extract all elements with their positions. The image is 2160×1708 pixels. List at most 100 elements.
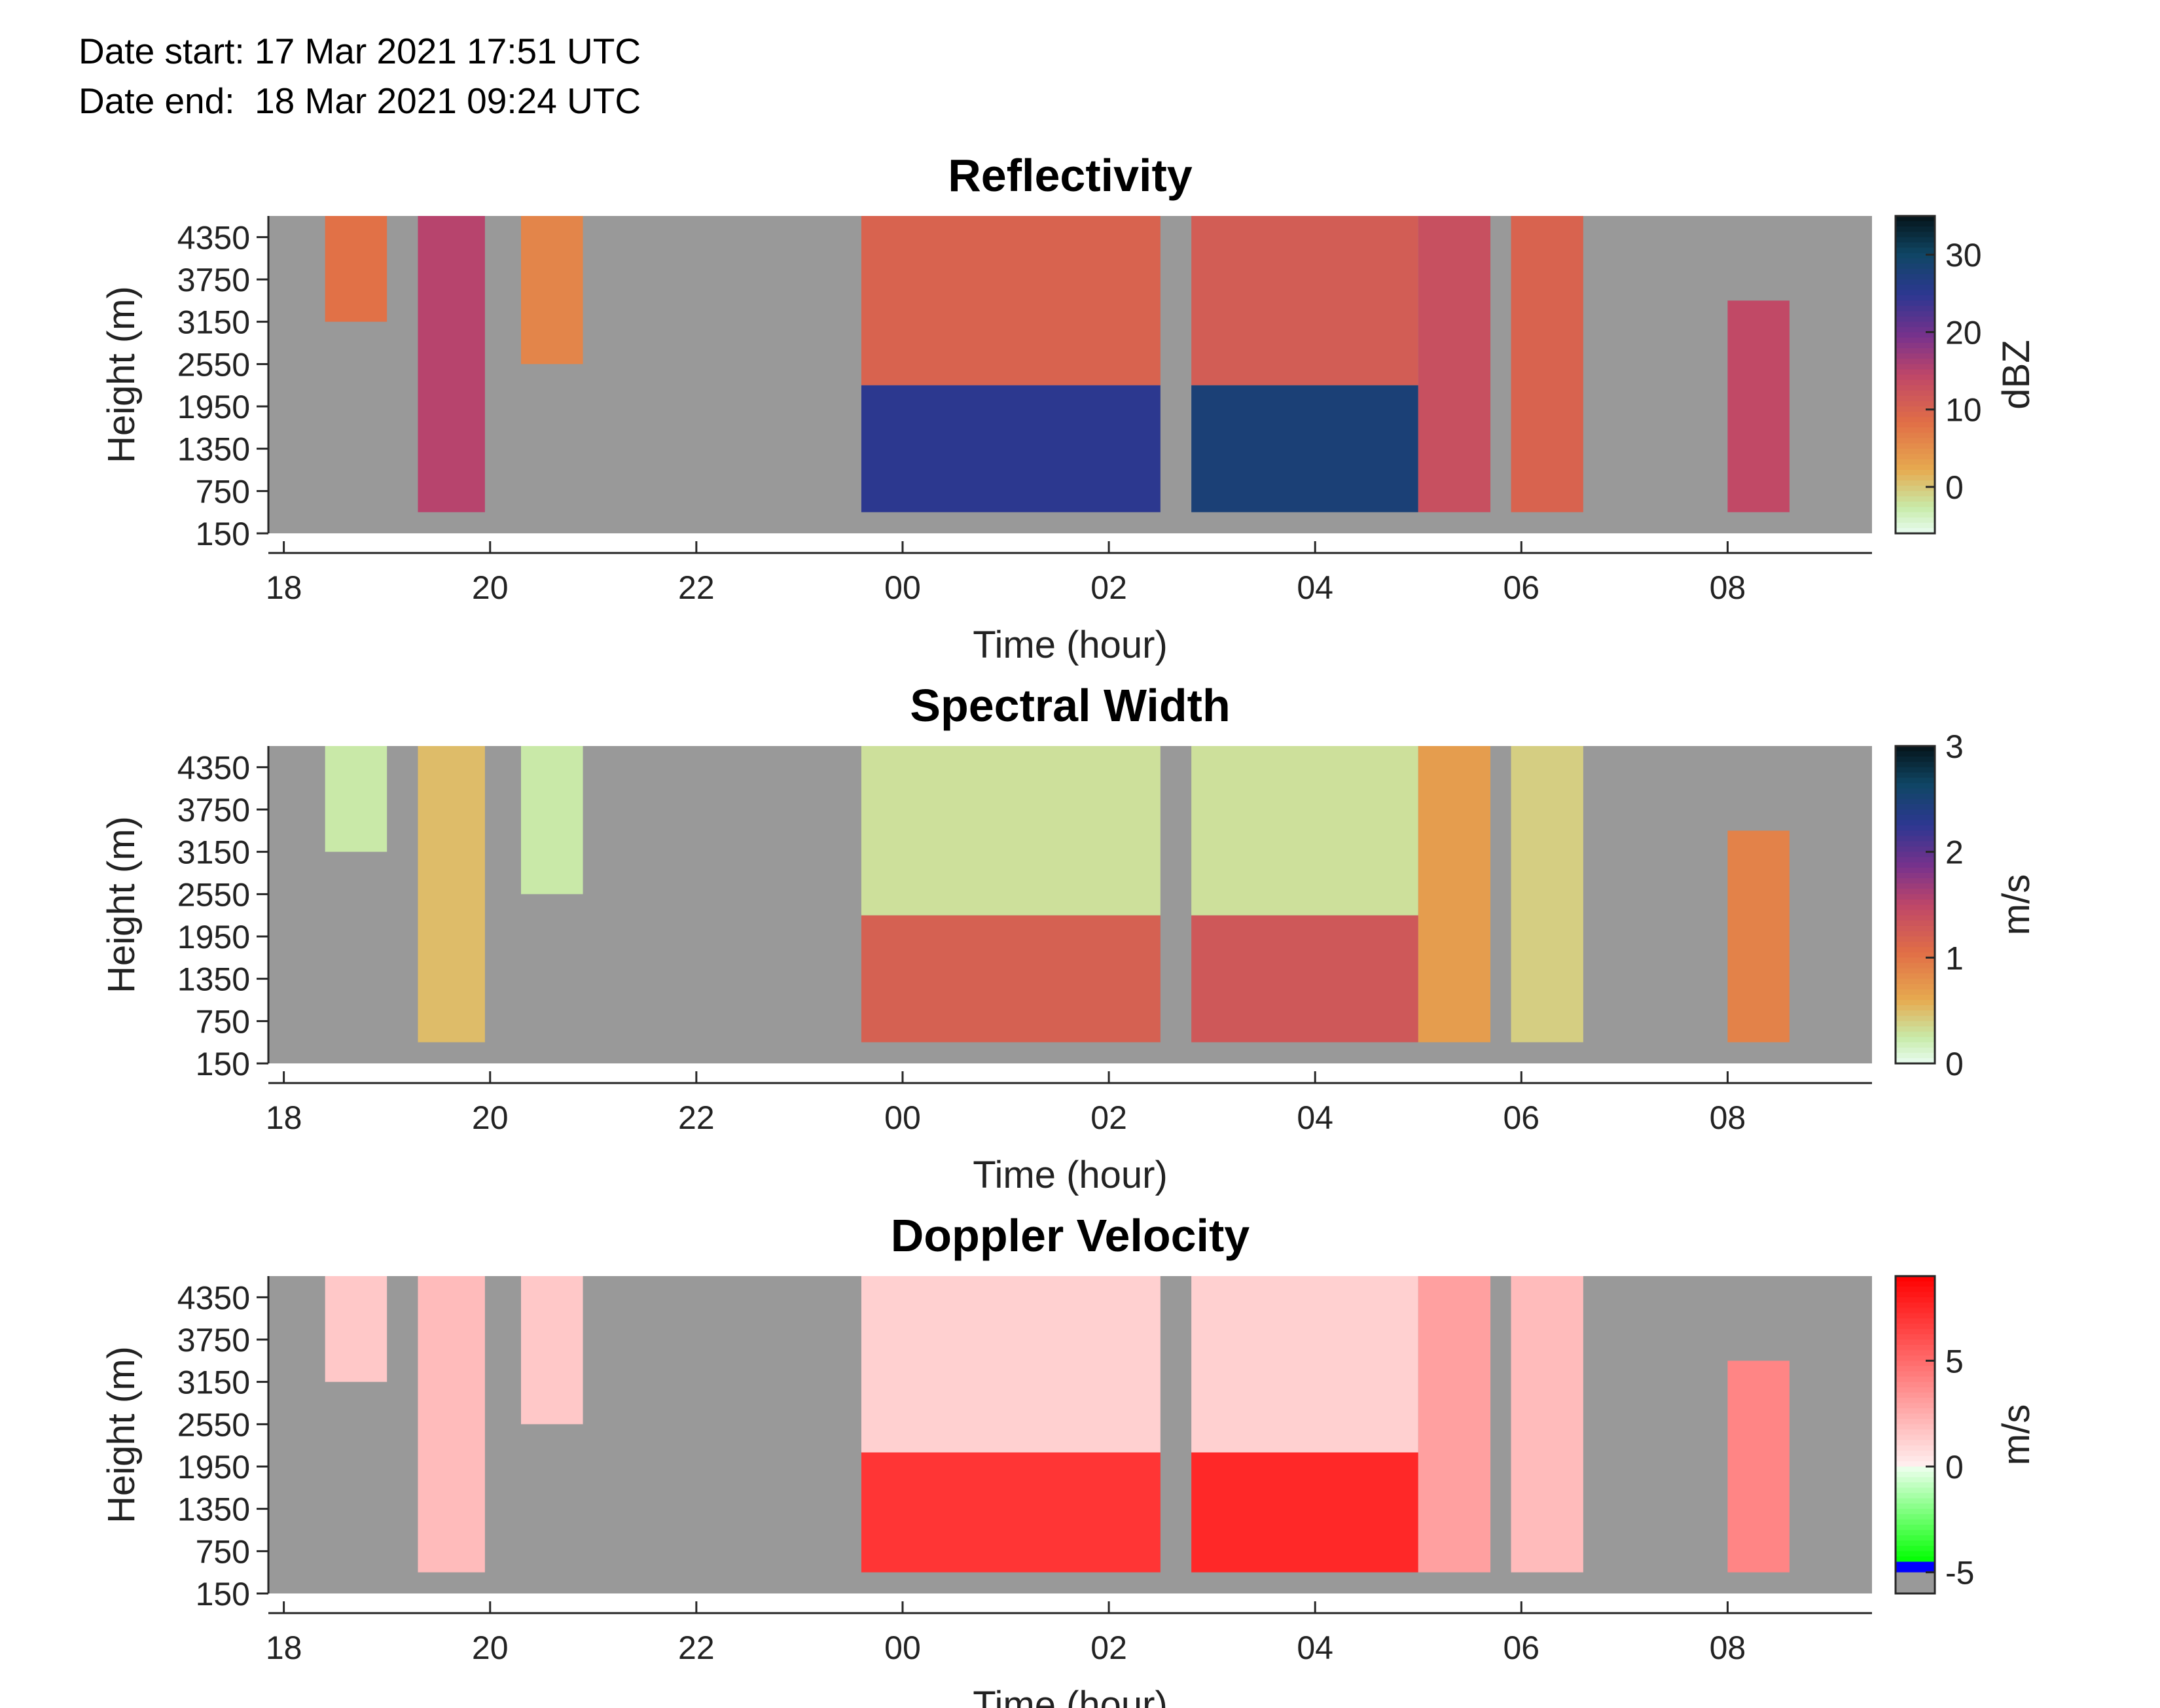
colorbar-segment (1896, 841, 1935, 847)
colorbar-segment (1896, 279, 1935, 286)
y-tick-label: 1350 (177, 1491, 250, 1528)
colorbar-segment (1896, 400, 1935, 407)
cloud-region (325, 746, 387, 852)
colorbar-segment (1896, 1292, 1935, 1298)
colorbar-segment (1896, 1461, 1935, 1467)
colorbar-tick-label: 5 (1945, 1343, 1964, 1379)
colorbar-tick-label: 0 (1945, 469, 1964, 506)
colorbar-segment (1896, 1276, 1935, 1283)
colorbar-frame (1894, 1275, 1936, 1595)
y-tick-label: 1950 (177, 389, 250, 425)
colorbar-segment (1896, 1323, 1935, 1330)
colorbar-segment (1896, 1434, 1935, 1441)
x-axis-label: Time (hour) (973, 624, 1168, 666)
colorbar-segment (1896, 994, 1935, 1001)
colorbar-segment (1896, 496, 1935, 503)
colorbar-segment (1896, 1472, 1935, 1478)
colorbar-segment (1896, 984, 1935, 990)
y-tick-label: 3150 (177, 304, 250, 341)
cloud-region (861, 915, 1161, 1042)
y-tick-label: 1950 (177, 919, 250, 955)
colorbar-segment (1896, 815, 1935, 821)
colorbar-segment (1896, 475, 1935, 482)
colorbar-segment (1896, 353, 1935, 360)
cloud-region (1511, 1276, 1583, 1573)
x-tick-label: 18 (266, 569, 302, 606)
cloud-region (1418, 216, 1491, 512)
colorbar-label: dBZ (1995, 340, 2038, 409)
colorbar-segment (1896, 258, 1935, 264)
y-tick-label: 2550 (177, 876, 250, 913)
colorbar-segment (1896, 417, 1935, 423)
colorbar-frame (1894, 745, 1936, 1065)
colorbar-segment (1896, 1498, 1935, 1504)
colorbar-segment (1896, 762, 1935, 768)
colorbar-tick-label: 1 (1945, 940, 1964, 976)
y-tick-label: 150 (196, 1046, 250, 1082)
y-tick-label: 1950 (177, 1449, 250, 1486)
y-tick-label: 3150 (177, 834, 250, 871)
colorbar: 30 20 10 0 dBZ (1894, 215, 2038, 535)
cloud-region (861, 1276, 1161, 1453)
colorbar-segment (1896, 925, 1935, 932)
colorbar-segment (1896, 1397, 1935, 1404)
x-tick-label: 20 (472, 1629, 509, 1666)
colorbar-tick-label: 0 (1945, 1046, 1964, 1082)
colorbar-segment (1896, 1350, 1935, 1357)
colorbar-segment (1896, 846, 1935, 853)
x-tick-label: 18 (266, 1099, 302, 1136)
colorbar-segment (1896, 237, 1935, 243)
x-tick-label: 22 (678, 569, 715, 606)
colorbar-segment (1896, 295, 1935, 302)
colorbar-segment (1896, 1371, 1935, 1378)
colorbar-segment (1896, 978, 1935, 985)
colorbar-label: m/s (1995, 1404, 2038, 1465)
colorbar-segment (1896, 1345, 1935, 1351)
x-tick-label: 02 (1090, 569, 1127, 606)
colorbar-segment (1896, 1037, 1935, 1043)
colorbar-segment (1896, 910, 1935, 916)
y-tick-label: 750 (196, 1003, 250, 1040)
colorbar-segment (1896, 873, 1935, 880)
cloud-region (418, 1276, 485, 1573)
colorbar-segment (1896, 486, 1935, 492)
colorbar-segment (1896, 1328, 1935, 1335)
colorbar-segment (1896, 1047, 1935, 1054)
x-tick-label: 00 (884, 1099, 921, 1136)
cloud-region (325, 1276, 387, 1382)
colorbar-segment (1896, 1376, 1935, 1383)
colorbar-tick-label: 3 (1945, 728, 1964, 765)
colorbar-segment (1896, 1287, 1935, 1293)
colorbar-segment (1896, 1381, 1935, 1388)
colorbar-segment (1896, 1297, 1935, 1304)
x-tick-label: 22 (678, 1629, 715, 1666)
colorbar-tick-label: 20 (1945, 314, 1982, 351)
y-tick-label: 3750 (177, 262, 250, 298)
colorbar-segment (1896, 385, 1935, 391)
colorbar-segment (1896, 501, 1935, 508)
colorbar-segment (1896, 1387, 1935, 1393)
colorbar-segment (1896, 1577, 1935, 1584)
colorbar-segment (1896, 448, 1935, 455)
colorbar-segment (1896, 438, 1935, 444)
panel-2: Spectral Width43503750315025501950135075… (100, 680, 2038, 1196)
y-tick-label: 3750 (177, 792, 250, 828)
colorbar-segment (1896, 374, 1935, 381)
colorbar-segment (1896, 1482, 1935, 1489)
x-tick-label: 02 (1090, 1099, 1127, 1136)
colorbar-segment (1896, 1440, 1935, 1446)
colorbar-segment (1896, 1042, 1935, 1048)
y-tick-label: 2550 (177, 1406, 250, 1443)
date-range-header: Date start: 17 Mar 2021 17:51 UTC Date e… (79, 26, 641, 126)
colorbar-segment (1896, 1487, 1935, 1494)
colorbar-segment (1896, 470, 1935, 476)
colorbar-segment (1896, 1582, 1935, 1589)
colorbar-segment (1896, 1514, 1935, 1520)
y-tick-label: 150 (196, 1576, 250, 1612)
colorbar-segment (1896, 1445, 1935, 1451)
colorbar-segment (1896, 1403, 1935, 1410)
colorbar-segment (1896, 1556, 1935, 1563)
colorbar-segment (1896, 1302, 1935, 1309)
x-tick-label: 04 (1297, 1099, 1333, 1136)
x-tick-label: 06 (1503, 1099, 1539, 1136)
